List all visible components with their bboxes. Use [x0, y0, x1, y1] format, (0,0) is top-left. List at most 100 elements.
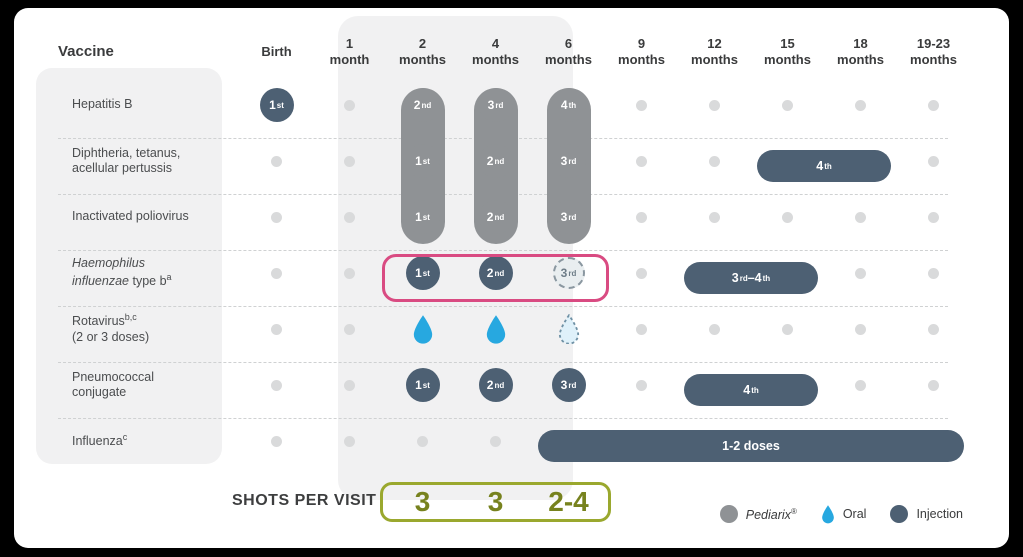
legend-item-grey: Pediarix® — [720, 505, 797, 523]
cell-r5-c3: 2nd — [459, 357, 532, 413]
header-col-3: 4months — [459, 36, 532, 77]
empty-dot — [636, 100, 647, 111]
cell-r2-c6 — [678, 189, 751, 245]
vaccine-label-2: Inactivated poliovirus — [54, 209, 240, 225]
legend-label: Injection — [916, 507, 963, 521]
empty-dot — [636, 156, 647, 167]
cell-r2-c5 — [605, 189, 678, 245]
cell-r6-c9 — [897, 413, 970, 469]
cell-r3-c0 — [240, 245, 313, 301]
cell-r2-c8 — [824, 189, 897, 245]
dose-badge: 2nd — [479, 144, 513, 178]
oral-dose-icon — [485, 314, 507, 344]
cell-r3-c9 — [897, 245, 970, 301]
cell-r0-c8 — [824, 77, 897, 133]
cell-r0-c6 — [678, 77, 751, 133]
legend-label: Pediarix® — [746, 506, 797, 521]
vaccine-label-1: Diphtheria, tetanus,acellular pertussis — [54, 146, 240, 177]
cell-r3-c8 — [824, 245, 897, 301]
dose-badge: 2nd — [479, 368, 513, 402]
empty-dot — [928, 380, 939, 391]
cell-r6-c2 — [386, 413, 459, 469]
cell-r3-c2: 1st — [386, 245, 459, 301]
cell-r6-c1 — [313, 413, 386, 469]
empty-dot — [344, 156, 355, 167]
dose-badge: 2nd — [479, 256, 513, 290]
cell-r2-c9 — [897, 189, 970, 245]
legend-item-oral: Oral — [821, 504, 867, 524]
cell-r5-c6 — [678, 357, 751, 413]
cell-r4-c8 — [824, 301, 897, 357]
empty-dot — [709, 156, 720, 167]
cell-r4-c3 — [459, 301, 532, 357]
empty-dot — [344, 380, 355, 391]
header-col-1: 1month — [313, 36, 386, 77]
cell-r1-c0 — [240, 133, 313, 189]
dose-badge: 1st — [406, 256, 440, 290]
vaccine-label-4: Rotavirusb,c(2 or 3 doses) — [54, 312, 240, 345]
dose-badge: 4th — [552, 88, 586, 122]
dose-badge: 2nd — [406, 88, 440, 122]
legend: Pediarix® Oral Injection — [720, 504, 963, 524]
oral-dose-icon — [412, 314, 434, 344]
cell-r2-c3: 2nd — [459, 189, 532, 245]
cell-r0-c1 — [313, 77, 386, 133]
dose-badge: 1st — [406, 144, 440, 178]
cell-r3-c7 — [751, 245, 824, 301]
empty-dot — [636, 212, 647, 223]
dose-badge: 3rd — [552, 144, 586, 178]
empty-dot — [636, 268, 647, 279]
dose-badge: 3rd — [552, 368, 586, 402]
empty-dot — [782, 212, 793, 223]
cell-r6-c0 — [240, 413, 313, 469]
empty-dot — [344, 324, 355, 335]
legend-item-inj: Injection — [890, 505, 963, 523]
cell-r4-c6 — [678, 301, 751, 357]
header-col-5: 9months — [605, 36, 678, 77]
empty-dot — [782, 100, 793, 111]
schedule-grid: VaccineBirth1month2months4months6months9… — [54, 36, 973, 469]
cell-r1-c1 — [313, 133, 386, 189]
cell-r4-c2 — [386, 301, 459, 357]
cell-r1-c3: 2nd — [459, 133, 532, 189]
cell-r5-c7 — [751, 357, 824, 413]
cell-r5-c8 — [824, 357, 897, 413]
cell-r0-c4: 4th — [532, 77, 605, 133]
empty-dot — [344, 268, 355, 279]
empty-dot — [709, 324, 720, 335]
empty-dot — [271, 268, 282, 279]
empty-dot — [709, 100, 720, 111]
cell-r4-c1 — [313, 301, 386, 357]
schedule-card: VaccineBirth1month2months4months6months9… — [14, 8, 1009, 548]
cell-r5-c2: 1st — [386, 357, 459, 413]
empty-dot — [417, 436, 428, 447]
cell-r1-c9 — [897, 133, 970, 189]
empty-dot — [636, 380, 647, 391]
cell-r4-c5 — [605, 301, 678, 357]
dose-badge: 3rd — [553, 257, 585, 289]
empty-dot — [271, 212, 282, 223]
empty-dot — [928, 268, 939, 279]
empty-dot — [928, 324, 939, 335]
header-col-7: 15months — [751, 36, 824, 77]
cell-r5-c9 — [897, 357, 970, 413]
cell-r6-c7 — [751, 413, 824, 469]
vaccine-label-5: Pneumococcalconjugate — [54, 370, 240, 401]
cell-r1-c6 — [678, 133, 751, 189]
empty-dot — [855, 100, 866, 111]
cell-r1-c7 — [751, 133, 824, 189]
cell-r3-c5 — [605, 245, 678, 301]
cell-r0-c9 — [897, 77, 970, 133]
empty-dot — [344, 100, 355, 111]
empty-dot — [271, 436, 282, 447]
legend-label: Oral — [843, 507, 867, 521]
cell-r6-c4 — [532, 413, 605, 469]
cell-r4-c4 — [532, 301, 605, 357]
empty-dot — [855, 268, 866, 279]
empty-dot — [271, 156, 282, 167]
cell-r5-c4: 3rd — [532, 357, 605, 413]
cell-r4-c0 — [240, 301, 313, 357]
empty-dot — [782, 324, 793, 335]
cell-r1-c2: 1st — [386, 133, 459, 189]
dose-badge: 1st — [406, 200, 440, 234]
